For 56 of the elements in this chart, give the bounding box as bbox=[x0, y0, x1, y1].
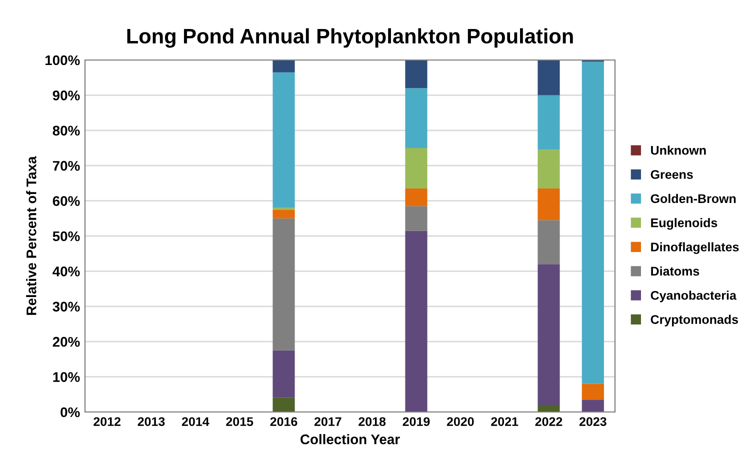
x-tick-label: 2022 bbox=[535, 417, 562, 426]
chart-title: Long Pond Annual Phytoplankton Population bbox=[127, 28, 573, 48]
bar bbox=[405, 88, 428, 148]
y-tick-label: 40% bbox=[52, 266, 80, 276]
legend-label: Cyanobacteria bbox=[650, 290, 737, 302]
bar bbox=[272, 72, 295, 208]
legend-label: Unknown bbox=[651, 146, 706, 155]
bar bbox=[272, 210, 295, 218]
x-tick-label: 2019 bbox=[402, 417, 430, 426]
bar bbox=[405, 188, 428, 206]
bar bbox=[272, 218, 295, 350]
legend-label: Diatoms bbox=[651, 266, 700, 276]
y-tick-label: 100% bbox=[45, 55, 80, 66]
bar bbox=[272, 350, 295, 398]
x-tick-label: 2021 bbox=[491, 417, 518, 426]
bar bbox=[582, 384, 604, 400]
legend-label: Cryptomonads bbox=[650, 314, 738, 326]
legend-label: Euglenoids bbox=[651, 218, 718, 230]
bar bbox=[272, 398, 295, 412]
legend-label: Golden-Brown bbox=[650, 194, 736, 204]
x-tick-label: 2014 bbox=[182, 417, 210, 426]
bar bbox=[582, 62, 604, 384]
bar bbox=[405, 148, 428, 188]
bar bbox=[538, 60, 560, 96]
bar bbox=[405, 206, 428, 231]
bar bbox=[538, 220, 560, 264]
bar bbox=[538, 150, 560, 188]
y-tick-label: 90% bbox=[52, 90, 80, 100]
y-tick-label: 80% bbox=[52, 126, 80, 136]
x-tick-label: 2017 bbox=[314, 417, 342, 426]
bar bbox=[405, 60, 428, 88]
y-tick-label: 50% bbox=[52, 231, 80, 242]
y-tick-label: 60% bbox=[52, 196, 80, 206]
x-tick-label: 2013 bbox=[138, 417, 165, 426]
y-tick-label: 0% bbox=[60, 407, 80, 418]
x-tick-label: 2016 bbox=[270, 417, 298, 426]
y-tick-label: 20% bbox=[52, 336, 80, 347]
bar bbox=[538, 95, 560, 150]
x-tick-label: 2023 bbox=[579, 417, 606, 426]
x-axis-title: Collection Year bbox=[300, 434, 400, 444]
x-tick-label: 2018 bbox=[358, 417, 386, 426]
x-tick-label: 2015 bbox=[226, 417, 254, 426]
bar bbox=[582, 400, 604, 412]
legend-label: Dinoflagellates bbox=[651, 242, 739, 254]
legend-label: Greens bbox=[650, 170, 693, 179]
y-axis-title: Relative Percent of Taxa bbox=[26, 156, 36, 315]
y-tick-label: 70% bbox=[52, 160, 80, 171]
bar bbox=[538, 264, 560, 405]
x-tick-label: 2012 bbox=[94, 417, 120, 426]
y-tick-label: 10% bbox=[53, 372, 80, 382]
bar bbox=[538, 404, 560, 412]
bar bbox=[538, 188, 560, 220]
y-tick-label: 30% bbox=[52, 302, 80, 312]
x-tick-label: 2020 bbox=[446, 417, 474, 426]
bar bbox=[405, 230, 428, 412]
bar bbox=[272, 60, 295, 72]
